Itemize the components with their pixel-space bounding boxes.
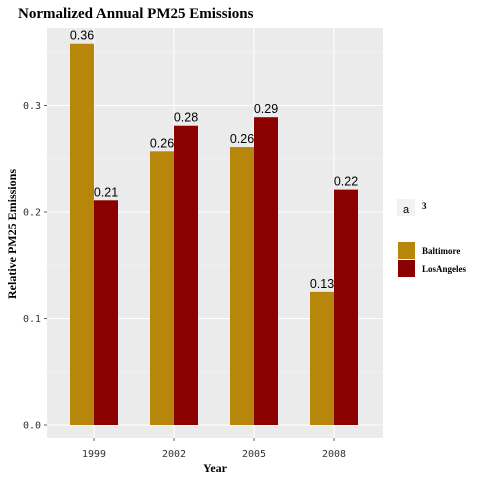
x-tick-label: 2005 bbox=[242, 449, 266, 460]
data-label: 0.36 bbox=[70, 29, 94, 43]
bar-baltimore-2005 bbox=[230, 147, 254, 425]
data-label: 0.13 bbox=[310, 277, 334, 291]
y-tick-label: 0.0 bbox=[23, 421, 41, 432]
legend-swatch-baltimore bbox=[398, 242, 415, 259]
bar-baltimore-2008 bbox=[310, 291, 334, 425]
y-tick-label: 0.3 bbox=[23, 101, 41, 112]
legend-swatch-losangeles bbox=[398, 260, 415, 277]
x-axis: 1999 2002 2005 2008 bbox=[82, 438, 346, 460]
y-axis-title: Relative PM25 Emissions bbox=[5, 169, 19, 299]
bar-losangeles-2002 bbox=[174, 125, 198, 426]
y-axis: 0.0 0.1 0.2 0.3 bbox=[23, 101, 47, 432]
x-tick-label: 1999 bbox=[82, 449, 106, 460]
x-tick-label: 2002 bbox=[162, 449, 186, 460]
data-labels: 0.36 0.26 0.26 0.13 0.21 0.28 0.29 0.22 bbox=[70, 29, 358, 291]
bar-baltimore-2002 bbox=[150, 151, 174, 426]
x-axis-title: Year bbox=[203, 461, 228, 475]
data-label: 0.28 bbox=[174, 111, 198, 125]
bar-baltimore-1999 bbox=[70, 43, 94, 425]
data-label: 0.29 bbox=[254, 102, 278, 116]
y-tick-label: 0.2 bbox=[23, 208, 41, 219]
chart-title: Normalized Annual PM25 Emissions bbox=[18, 6, 254, 22]
bar-losangeles-1999 bbox=[94, 200, 118, 425]
legend-label-key-glyph: a bbox=[403, 204, 410, 216]
data-label: 0.26 bbox=[150, 136, 174, 150]
y-tick-label: 0.1 bbox=[23, 314, 41, 325]
bar-losangeles-2005 bbox=[254, 117, 278, 425]
data-label: 0.21 bbox=[94, 185, 118, 199]
bar-losangeles-2008 bbox=[334, 189, 358, 425]
legend-label-key-title: 3 bbox=[422, 201, 427, 211]
data-label: 0.22 bbox=[334, 175, 358, 189]
legend-label-key-bg bbox=[397, 199, 415, 216]
legend: a 3 Baltimore LosAngeles bbox=[397, 199, 467, 277]
bars bbox=[70, 43, 358, 426]
legend-label-losangeles: LosAngeles bbox=[422, 264, 467, 274]
data-label: 0.26 bbox=[230, 132, 254, 146]
legend-label-baltimore: Baltimore bbox=[422, 246, 460, 256]
x-tick-label: 2008 bbox=[322, 449, 346, 460]
